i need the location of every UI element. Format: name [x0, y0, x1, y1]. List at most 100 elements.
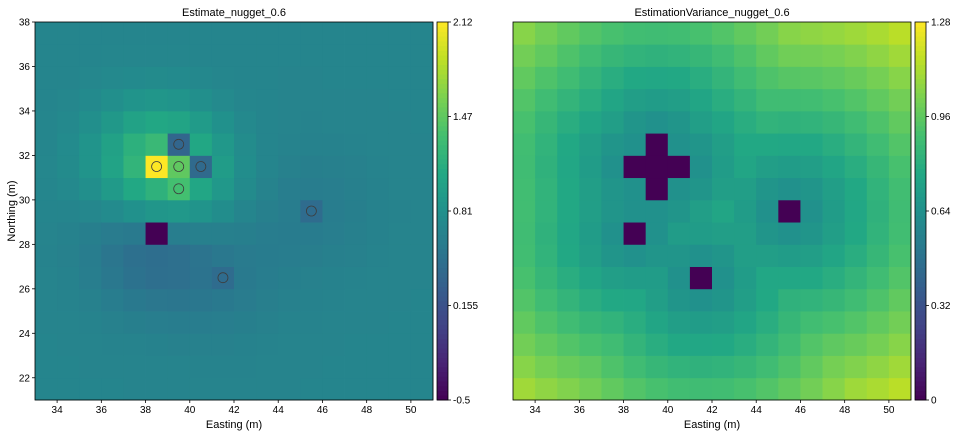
heatmap-cell: [234, 88, 257, 112]
colorbar-segment: [437, 26, 448, 32]
heatmap-cell: [167, 288, 191, 312]
heatmap-cell: [712, 44, 735, 67]
heatmap-cell: [689, 355, 713, 379]
heatmap-cell: [535, 155, 558, 179]
colorbar-segment: [915, 385, 926, 392]
heatmap-cell: [145, 88, 169, 112]
heatmap-cell: [410, 266, 434, 290]
heatmap-cell: [778, 177, 801, 201]
heatmap-cell: [410, 88, 434, 112]
colorbar-segment: [437, 343, 448, 349]
heatmap-cell: [123, 44, 146, 67]
heatmap-cell: [79, 377, 102, 401]
colorbar-segment: [915, 267, 926, 273]
heatmap-cell: [645, 199, 669, 223]
heatmap-cell: [300, 222, 323, 245]
colorbar-segment: [437, 296, 448, 302]
heatmap-cell: [79, 88, 102, 112]
variance-panel: EstimationVariance_nugget_0.6 34 36 38 40 42 4…: [512, 7, 951, 431]
heatmap-cell: [410, 133, 434, 156]
y-tick-label: 26: [19, 284, 31, 295]
heatmap-cell: [189, 44, 213, 67]
heatmap-cell: [778, 222, 801, 245]
heatmap-cell: [167, 199, 191, 223]
heatmap-cell: [756, 244, 779, 267]
heatmap-cell: [35, 133, 58, 156]
heatmap-cell: [388, 244, 412, 267]
colorbar-segment: [915, 338, 926, 344]
colorbar-segment: [915, 258, 926, 264]
heatmap-cell: [278, 244, 301, 267]
colorbar-segment: [437, 192, 448, 198]
heatmap-cell: [888, 333, 912, 356]
heatmap-cell: [557, 311, 580, 334]
heatmap-cell: [513, 44, 536, 67]
colorbar-segment: [437, 36, 448, 42]
colorbar-segment: [437, 154, 448, 160]
colorbar-segment: [915, 272, 926, 278]
heatmap-cell: [535, 377, 558, 401]
x-tick-label: 36: [574, 405, 586, 416]
heatmap-cell: [800, 288, 823, 312]
heatmap-cell: [145, 311, 169, 334]
heatmap-cell: [35, 244, 58, 267]
heatmap-cell: [256, 110, 279, 134]
heatmap-cell: [278, 110, 301, 134]
heatmap-cell: [256, 377, 279, 401]
heatmap-cell: [844, 44, 868, 67]
x-tick-label: 44: [273, 405, 285, 416]
heatmap-cell: [322, 377, 345, 401]
colorbar-segment: [915, 381, 926, 387]
heatmap-cell: [667, 222, 691, 245]
colorbar-tick-label: 0.81: [453, 207, 473, 218]
heatmap-cell: [366, 177, 390, 201]
heatmap-cell: [822, 355, 846, 379]
heatmap-cell: [388, 311, 412, 334]
heatmap-cell: [734, 266, 757, 290]
heatmap-cell: [35, 355, 58, 379]
heatmap-cell: [601, 110, 624, 134]
colorbar-segment: [915, 362, 926, 368]
colorbar-segment: [437, 390, 448, 396]
heatmap-cell: [645, 266, 669, 290]
heatmap-cell: [388, 333, 412, 356]
heatmap-cell: [822, 333, 846, 356]
colorbar-segment: [915, 130, 926, 136]
heatmap-cell: [410, 44, 434, 67]
heatmap-cell: [579, 88, 602, 112]
heatmap-cell: [234, 244, 257, 267]
colorbar-segment: [915, 22, 926, 28]
colorbar-segment: [437, 182, 448, 188]
heatmap-cell: [822, 155, 846, 179]
heatmap-cell: [344, 44, 368, 67]
heatmap-cell: [601, 177, 624, 201]
heatmap-cell: [344, 177, 368, 201]
colorbar-segment: [437, 262, 448, 269]
heatmap-cell: [123, 311, 146, 334]
heatmap-cell: [557, 110, 580, 134]
y-tick-label: 24: [19, 329, 31, 340]
heatmap-cell: [778, 133, 801, 156]
colorbar-segment: [915, 192, 926, 198]
heatmap-cell: [667, 266, 691, 290]
heatmap-cell: [123, 199, 146, 223]
colorbar-segment: [437, 253, 448, 259]
colorbar-segment: [915, 366, 926, 373]
colorbar-tick-label: 1.28: [931, 18, 951, 29]
heatmap-cell: [601, 199, 624, 223]
heatmap-cell: [300, 66, 323, 90]
heatmap-cell: [866, 22, 890, 45]
heatmap-cell: [234, 177, 257, 201]
heatmap-cell: [623, 377, 647, 401]
heatmap-cell: [256, 311, 279, 334]
heatmap-cell: [822, 110, 846, 134]
heatmap-cell: [366, 377, 390, 401]
colorbar-tick-label: 0.64: [931, 207, 951, 218]
colorbar-segment: [915, 211, 926, 217]
heatmap-cell: [667, 377, 691, 401]
colorbar-tick-label: 0.96: [931, 112, 951, 123]
heatmap-cell: [256, 155, 279, 179]
heatmap-cell: [211, 355, 235, 379]
heatmap-cell: [756, 44, 779, 67]
heatmap-cell: [535, 311, 558, 334]
